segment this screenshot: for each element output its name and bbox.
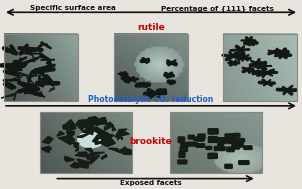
Polygon shape	[93, 139, 100, 145]
Polygon shape	[118, 129, 127, 134]
Polygon shape	[66, 137, 74, 143]
FancyBboxPatch shape	[239, 161, 249, 164]
FancyBboxPatch shape	[214, 146, 225, 150]
Polygon shape	[66, 131, 75, 134]
Polygon shape	[98, 137, 115, 146]
FancyBboxPatch shape	[208, 153, 217, 158]
Polygon shape	[101, 131, 106, 135]
FancyBboxPatch shape	[209, 136, 214, 140]
Polygon shape	[41, 146, 49, 152]
Polygon shape	[76, 120, 87, 131]
FancyBboxPatch shape	[178, 137, 185, 143]
Polygon shape	[107, 135, 114, 137]
Polygon shape	[100, 136, 105, 143]
Polygon shape	[104, 132, 108, 136]
FancyBboxPatch shape	[181, 143, 188, 147]
FancyBboxPatch shape	[187, 142, 197, 146]
FancyBboxPatch shape	[196, 144, 205, 147]
Polygon shape	[83, 120, 94, 129]
Polygon shape	[85, 148, 93, 152]
FancyBboxPatch shape	[244, 146, 252, 149]
Circle shape	[78, 132, 104, 148]
FancyBboxPatch shape	[218, 144, 223, 149]
FancyBboxPatch shape	[188, 135, 194, 139]
Polygon shape	[86, 125, 89, 130]
Polygon shape	[70, 162, 79, 168]
FancyBboxPatch shape	[228, 138, 236, 144]
Polygon shape	[101, 155, 107, 159]
Polygon shape	[83, 152, 88, 157]
Polygon shape	[118, 135, 123, 140]
Polygon shape	[63, 125, 69, 131]
FancyBboxPatch shape	[198, 134, 205, 139]
Polygon shape	[73, 142, 79, 147]
FancyBboxPatch shape	[194, 137, 202, 140]
Polygon shape	[66, 138, 69, 143]
Polygon shape	[117, 136, 120, 140]
FancyBboxPatch shape	[206, 146, 212, 149]
Polygon shape	[115, 129, 129, 137]
Text: Exposed facets: Exposed facets	[120, 180, 182, 187]
Polygon shape	[90, 152, 104, 156]
FancyBboxPatch shape	[226, 138, 234, 142]
Polygon shape	[108, 148, 121, 153]
Polygon shape	[44, 146, 52, 152]
Polygon shape	[64, 156, 75, 162]
Polygon shape	[75, 159, 90, 168]
FancyBboxPatch shape	[225, 134, 234, 137]
FancyBboxPatch shape	[208, 137, 218, 142]
FancyBboxPatch shape	[237, 142, 243, 147]
Bar	[223, 34, 297, 101]
FancyBboxPatch shape	[180, 147, 188, 151]
Polygon shape	[57, 132, 64, 136]
Polygon shape	[75, 153, 83, 156]
Polygon shape	[76, 147, 79, 151]
Text: Percentage of {111} facets: Percentage of {111} facets	[161, 5, 274, 12]
Bar	[114, 34, 188, 101]
FancyBboxPatch shape	[179, 152, 185, 157]
Polygon shape	[92, 135, 105, 142]
Polygon shape	[43, 136, 53, 143]
FancyBboxPatch shape	[225, 164, 232, 168]
Polygon shape	[112, 125, 116, 131]
Text: Specific surface area: Specific surface area	[30, 5, 115, 11]
Text: Photocatalytic CO₂ reduction: Photocatalytic CO₂ reduction	[88, 95, 214, 104]
Polygon shape	[99, 133, 111, 145]
Polygon shape	[104, 127, 110, 130]
Polygon shape	[97, 118, 107, 125]
Polygon shape	[106, 122, 114, 127]
Polygon shape	[96, 132, 103, 138]
Polygon shape	[67, 122, 74, 130]
FancyBboxPatch shape	[235, 139, 245, 142]
Polygon shape	[82, 129, 94, 134]
Polygon shape	[67, 134, 75, 141]
Bar	[4, 34, 78, 101]
Polygon shape	[78, 152, 87, 157]
FancyBboxPatch shape	[232, 144, 239, 149]
Polygon shape	[67, 132, 75, 138]
Bar	[40, 112, 132, 173]
Polygon shape	[78, 133, 90, 137]
Polygon shape	[94, 117, 101, 125]
FancyBboxPatch shape	[227, 147, 234, 152]
FancyBboxPatch shape	[178, 160, 187, 164]
Polygon shape	[84, 117, 102, 125]
Polygon shape	[92, 127, 107, 133]
Polygon shape	[97, 134, 100, 141]
Polygon shape	[58, 136, 74, 145]
FancyBboxPatch shape	[233, 133, 240, 137]
FancyBboxPatch shape	[197, 137, 204, 141]
FancyBboxPatch shape	[218, 138, 226, 143]
Polygon shape	[118, 147, 132, 154]
Polygon shape	[62, 120, 76, 129]
Polygon shape	[87, 154, 89, 160]
Bar	[170, 112, 262, 173]
Text: rutile: rutile	[137, 23, 165, 32]
Polygon shape	[84, 133, 87, 136]
FancyBboxPatch shape	[208, 129, 218, 134]
Text: brookite: brookite	[130, 137, 172, 146]
Polygon shape	[89, 156, 100, 164]
